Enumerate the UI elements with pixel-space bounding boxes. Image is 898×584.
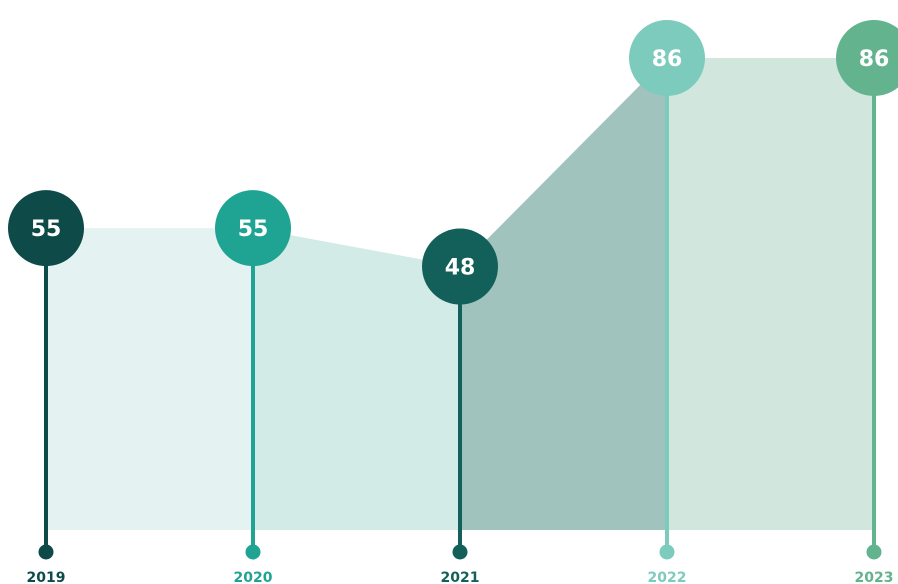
data-label-2022: 86 [652, 47, 683, 72]
tick-label-2019: 2019 [27, 570, 66, 584]
value-bubble-2020 [215, 190, 291, 267]
value-bubbles: 55 55 48 86 86 [8, 20, 898, 305]
area-segment-2021-2022 [460, 58, 667, 530]
value-bubble-2023 [836, 20, 898, 96]
area-segment-2022-2023 [667, 58, 874, 530]
data-label-2019: 55 [31, 217, 62, 242]
base-dot-2023 [866, 544, 882, 560]
data-label-2020: 55 [238, 217, 269, 242]
marker-stems [38, 58, 882, 560]
base-dot-2022 [659, 544, 675, 560]
value-bubble-2022 [629, 20, 705, 96]
base-dot-2021 [452, 544, 468, 560]
area-segment-2020-2021 [253, 228, 460, 531]
base-dot-2020 [245, 544, 261, 560]
tick-label-2021: 2021 [441, 570, 480, 584]
year-labels: 2019 2020 2021 2022 2023 [27, 570, 894, 584]
data-label-2021: 48 [445, 256, 476, 281]
area-fills [46, 58, 874, 531]
data-label-2023: 86 [859, 47, 890, 72]
base-dot-2019 [38, 544, 54, 560]
value-bubble-2019 [8, 190, 84, 267]
tick-label-2023: 2023 [855, 570, 894, 584]
tick-label-2020: 2020 [234, 570, 273, 584]
area-segment-2019-2020 [46, 228, 253, 531]
tick-label-2022: 2022 [648, 570, 687, 584]
value-bubble-2021 [422, 228, 498, 305]
